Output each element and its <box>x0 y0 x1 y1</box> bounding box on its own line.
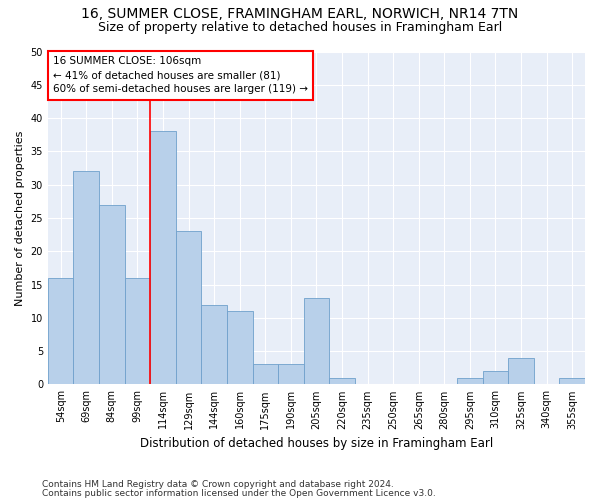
Text: Size of property relative to detached houses in Framingham Earl: Size of property relative to detached ho… <box>98 21 502 34</box>
Bar <box>304 298 329 384</box>
Bar <box>278 364 304 384</box>
Text: Contains HM Land Registry data © Crown copyright and database right 2024.: Contains HM Land Registry data © Crown c… <box>42 480 394 489</box>
Bar <box>253 364 278 384</box>
Bar <box>227 311 253 384</box>
Bar <box>508 358 534 384</box>
Text: Contains public sector information licensed under the Open Government Licence v3: Contains public sector information licen… <box>42 488 436 498</box>
Bar <box>176 232 202 384</box>
Y-axis label: Number of detached properties: Number of detached properties <box>15 130 25 306</box>
Bar <box>73 172 99 384</box>
Bar <box>48 278 73 384</box>
Bar <box>150 132 176 384</box>
X-axis label: Distribution of detached houses by size in Framingham Earl: Distribution of detached houses by size … <box>140 437 493 450</box>
Bar <box>482 371 508 384</box>
Bar <box>329 378 355 384</box>
Bar <box>559 378 585 384</box>
Bar <box>99 204 125 384</box>
Text: 16 SUMMER CLOSE: 106sqm
← 41% of detached houses are smaller (81)
60% of semi-de: 16 SUMMER CLOSE: 106sqm ← 41% of detache… <box>53 56 308 94</box>
Bar <box>202 304 227 384</box>
Bar <box>125 278 150 384</box>
Text: 16, SUMMER CLOSE, FRAMINGHAM EARL, NORWICH, NR14 7TN: 16, SUMMER CLOSE, FRAMINGHAM EARL, NORWI… <box>82 8 518 22</box>
Bar <box>457 378 482 384</box>
